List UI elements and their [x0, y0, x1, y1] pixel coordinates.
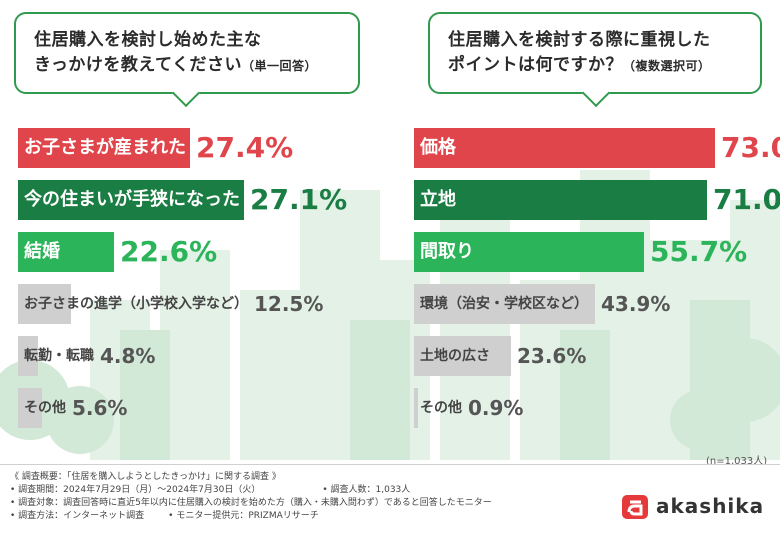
- question-box-right: 住居購入を検討する際に重視した ポイントは何ですか？（複数選択可）: [428, 12, 762, 108]
- question-right-line1: 住居購入を検討する際に重視した: [448, 30, 711, 50]
- akashika-logo-mark-icon: [622, 495, 648, 519]
- value-label: 5.6%: [72, 396, 128, 420]
- category-label: 転勤・転職: [24, 348, 94, 364]
- bar: [414, 180, 707, 220]
- logo-wordmark: akashika: [656, 494, 765, 518]
- bar: [414, 284, 595, 324]
- category-label: 立地: [420, 189, 456, 210]
- category-label: その他: [420, 400, 462, 416]
- bar-row: 今の住まいが手狭になった 27.1%: [18, 180, 408, 220]
- bar: [414, 336, 511, 376]
- survey-method: • 調査方法：インターネット調査: [10, 511, 145, 521]
- question-left-line1: 住居購入を検討し始めた主な: [34, 30, 262, 50]
- bar-row: その他 5.6%: [18, 388, 408, 428]
- bar-row: その他 0.9%: [414, 388, 780, 428]
- value-label: 12.5%: [254, 292, 324, 316]
- bar-row: 価格 73.0%: [414, 128, 780, 168]
- category-label: その他: [24, 400, 66, 416]
- category-label: 環境（治安・学校区など）: [420, 296, 588, 312]
- value-label: 43.9%: [601, 292, 671, 316]
- survey-footer: 《 調査概要：「住居を購入しようとしたきっかけ」に関する調査 》 • 調査期間：…: [0, 464, 780, 540]
- value-label: 55.7%: [650, 235, 748, 268]
- sample-size-note: (n=1,033人): [706, 456, 768, 467]
- question-box-left: 住居購入を検討し始めた主な きっかけを教えてください（単一回答）: [14, 12, 360, 108]
- question-right-line2: ポイントは何ですか？: [448, 55, 623, 75]
- bar-row: 土地の広さ 23.6%: [414, 336, 780, 376]
- bar: [414, 388, 418, 428]
- value-label: 23.6%: [517, 344, 587, 368]
- survey-period: • 調査期間：2024年7月29日（月）～2024年7月30日（火）: [10, 485, 261, 495]
- bar: [414, 232, 644, 272]
- question-left-note: （単一回答）: [241, 59, 317, 73]
- bar-row: 間取り 55.7%: [414, 232, 780, 272]
- bar-row: お子さまが産まれた 27.4%: [18, 128, 408, 168]
- value-label: 27.1%: [250, 183, 348, 216]
- bar: [18, 180, 244, 220]
- category-label: お子さまが産まれた: [24, 137, 186, 158]
- category-label: 結婚: [24, 241, 60, 262]
- bar: [18, 336, 38, 376]
- bar-row: 立地 71.0%: [414, 180, 780, 220]
- bar: [18, 388, 42, 428]
- category-label: 土地の広さ: [420, 348, 490, 364]
- survey-provider: • モニター提供元：PRIZMAリサーチ: [168, 511, 319, 521]
- survey-overview: 《 調査概要：「住居を購入しようとしたきっかけ」に関する調査 》: [10, 472, 281, 482]
- category-label: 今の住まいが手狭になった: [24, 189, 240, 210]
- value-label: 27.4%: [196, 131, 294, 164]
- survey-target: • 調査対象：調査回答時に直近5年以内に住居購入の検討を始めた方（購入・未購入問…: [10, 498, 492, 508]
- category-label: お子さまの進学（小学校入学など）: [24, 296, 248, 312]
- value-label: 73.0%: [721, 131, 780, 164]
- survey-count: • 調査人数：1,033人: [322, 485, 411, 495]
- value-label: 22.6%: [120, 235, 218, 268]
- value-label: 71.0%: [713, 183, 780, 216]
- bar: [18, 232, 114, 272]
- value-label: 4.8%: [100, 344, 156, 368]
- bar: [18, 284, 71, 324]
- bar-row: お子さまの進学（小学校入学など） 12.5%: [18, 284, 408, 324]
- bar-row: 結婚 22.6%: [18, 232, 408, 272]
- bar-row: 環境（治安・学校区など） 43.9%: [414, 284, 780, 324]
- bar: [414, 128, 715, 168]
- category-label: 価格: [420, 137, 456, 158]
- bar-row: 転勤・転職 4.8%: [18, 336, 408, 376]
- category-label: 間取り: [420, 241, 474, 262]
- akashika-logo: akashika: [622, 493, 772, 521]
- question-left-line2: きっかけを教えてください: [34, 55, 242, 75]
- value-label: 0.9%: [468, 396, 524, 420]
- survey-notes: 《 調査概要：「住居を購入しようとしたきっかけ」に関する調査 》 • 調査期間：…: [10, 471, 492, 523]
- bar: [18, 128, 190, 168]
- question-right-note: （複数選択可）: [623, 59, 711, 73]
